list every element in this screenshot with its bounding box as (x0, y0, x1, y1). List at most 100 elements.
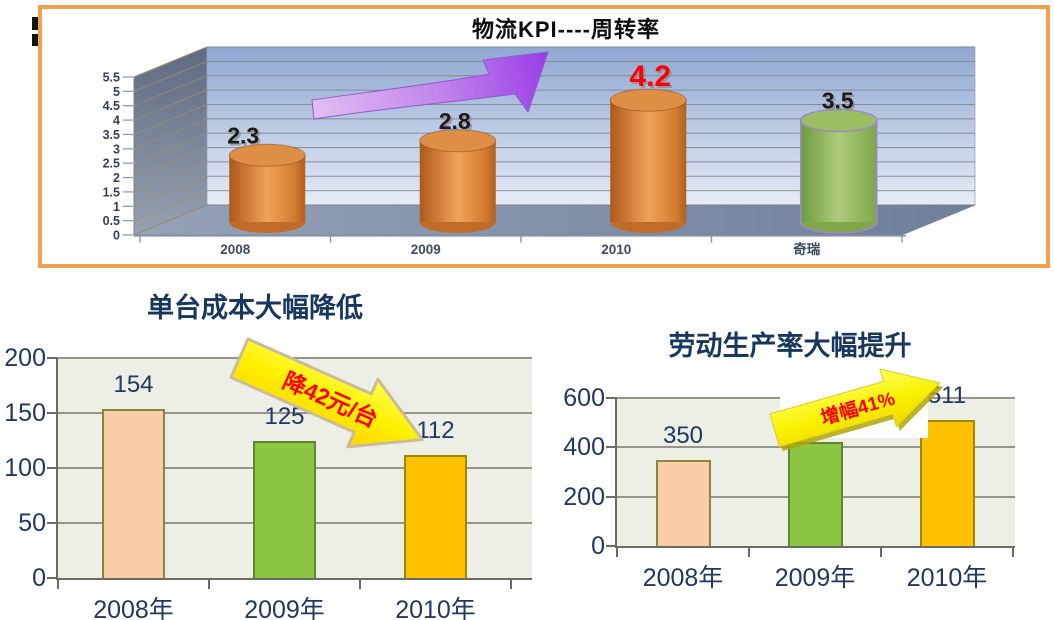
category-label: 奇瑞 (793, 241, 821, 257)
gridline (58, 357, 532, 359)
unit-cost-chart-title: 单台成本大幅降低 (147, 293, 363, 323)
wall-gridline (133, 118, 208, 150)
cylinder-top (799, 108, 878, 133)
bar-2010年 (404, 454, 467, 578)
x-tick-mark (359, 580, 361, 589)
block-arrow-shape (229, 337, 424, 449)
cylinder-outline (799, 120, 878, 234)
wall-gridline (133, 175, 208, 207)
productivity-chart-title: 劳动生产率大幅提升 (668, 331, 912, 361)
wall-gridline (133, 190, 208, 222)
cost-reduction-arrow: 降42元/台 (229, 337, 424, 449)
y-tick-mark (606, 545, 616, 547)
y-tick-mark (47, 577, 57, 579)
cylinder-bars (228, 88, 878, 234)
bar-2008年 (655, 459, 711, 546)
left-edge-text-fragment (32, 34, 40, 46)
x-axis-label: 2010年 (906, 564, 988, 592)
y-tick-label: 4 (113, 114, 120, 128)
wall-gridline (133, 89, 208, 121)
wall-gridline (133, 147, 208, 179)
kpi-3d-plot: 00.511.522.533.544.555.5 2008 2009 2010 奇瑞 … (103, 46, 976, 257)
cylinder-value-label: 2.3 (227, 122, 259, 148)
growth-swoosh-arrow-icon (311, 51, 549, 120)
y-tick-label: 2 (113, 171, 120, 185)
value-label-shadow: 4.2 (631, 62, 673, 95)
x-tick-mark (1012, 548, 1014, 557)
cylinder-body (800, 120, 877, 222)
y-tick-mark (606, 397, 616, 399)
wall-gridline (133, 75, 208, 107)
y-axis-label: 0 (32, 564, 46, 592)
wall-gridline (133, 132, 208, 164)
block-arrow-shape (769, 368, 941, 448)
kpi-chart-title: 物流KPI----周转率 (472, 17, 660, 42)
productivity-increase-arrow: 增幅41% (769, 368, 944, 451)
bar-2010年 (919, 419, 975, 546)
bar-2009年 (787, 442, 843, 546)
wall-gridline (133, 204, 208, 236)
x-tick-mark (748, 548, 750, 557)
value-label-shadow: 2.3 (229, 124, 261, 150)
x-axis-label: 2008年 (642, 564, 724, 592)
y-tick-mark (47, 467, 57, 469)
gridline (58, 412, 532, 414)
cylinder-body (419, 140, 496, 222)
category-label: 2009 (411, 242, 441, 257)
left-wall (133, 46, 208, 236)
wall-gridline (133, 60, 208, 92)
y-tick-mark (47, 357, 57, 359)
y-tick-label: 0.5 (103, 214, 120, 228)
x-axis-line (56, 578, 532, 580)
x-axis (134, 235, 906, 243)
value-label-shadow: 3.5 (824, 90, 856, 116)
x-axis-label: 2009年 (244, 596, 325, 620)
x-axis-category-labels: 2008 2009 2010 奇瑞 (220, 241, 821, 257)
y-axis-label: 150 (4, 399, 46, 427)
y-tick-label: 2.5 (103, 157, 120, 171)
bar-2009年 (253, 440, 316, 578)
y-tick-label: 4.5 (103, 99, 120, 113)
value-label-shadow: 2.8 (441, 110, 473, 136)
x-tick-mark (57, 580, 59, 589)
bar-value-label: 350 (662, 421, 704, 449)
left-edge-text-fragment (32, 17, 39, 30)
y-axis-line (615, 397, 617, 548)
x-axis-label: 2009年 (774, 564, 856, 592)
x-tick-mark (510, 580, 512, 589)
y-axis-label: 200 (4, 344, 46, 372)
y-tick-label: 5.5 (103, 70, 120, 84)
cylinder-body (610, 100, 687, 222)
x-axis-line (615, 546, 1015, 548)
y-axis-label: 0 (591, 532, 605, 560)
x-tick-mark (616, 548, 618, 557)
y-axis-line (56, 357, 58, 580)
y-tick-label: 5 (113, 85, 120, 99)
x-tick-mark (880, 548, 882, 557)
y-axis-label: 400 (563, 433, 605, 462)
y-tick-label: 1.5 (103, 185, 120, 199)
cylinder-body (229, 155, 306, 222)
cylinder-value-labels: 2.32.3 2.82.84.24.23.53.5 (227, 60, 856, 150)
bar-value-label: 154 (113, 370, 154, 398)
wall-gridline (133, 161, 208, 193)
y-tick-label: 1 (113, 200, 120, 214)
x-tick-mark (208, 580, 210, 589)
cylinder-value-label: 3.5 (822, 88, 854, 114)
wall-gridline (133, 103, 208, 135)
y-tick-mark (47, 412, 57, 414)
wall-gridline (133, 46, 208, 78)
cylinder-top (228, 143, 306, 167)
y-tick-mark (47, 522, 57, 524)
y-tick-label: 3.5 (103, 128, 120, 142)
y-tick-mark (606, 495, 616, 498)
y-tick-label: 3 (113, 142, 120, 156)
bar-2008年 (102, 408, 165, 578)
y-axis-label: 50 (18, 509, 46, 537)
y-axis-tick-labels: 00.511.522.533.544.555.5 (103, 70, 120, 242)
category-label: 2008 (220, 242, 251, 257)
category-label: 2010 (601, 242, 631, 257)
x-axis-label: 2010年 (395, 596, 476, 620)
cylinder-value-label: 2.8 (439, 108, 471, 134)
